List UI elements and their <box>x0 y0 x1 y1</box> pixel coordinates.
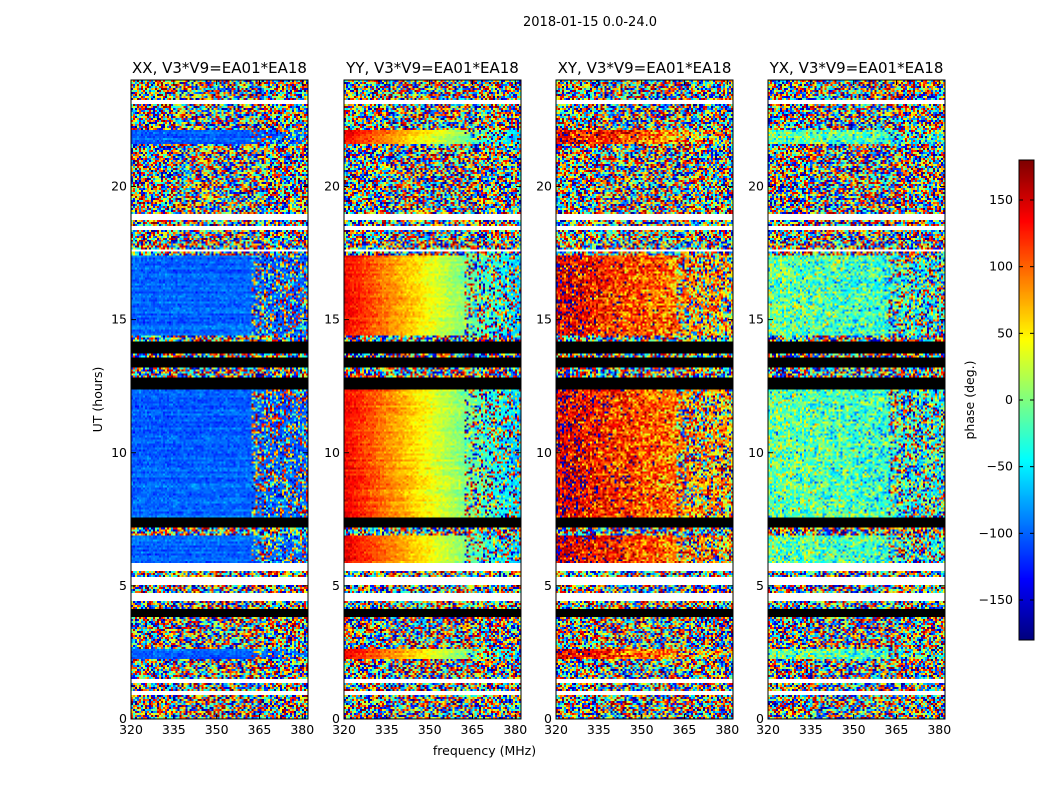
y-tick-label: 10 <box>324 445 340 460</box>
x-tick-label: 350 <box>842 722 866 737</box>
heatmap-image <box>768 80 945 719</box>
panel-1: XX, V3*V9=EA01*EA18 320 335 350 365 380 0 5 10 15… <box>90 59 314 737</box>
y-tick-label: 20 <box>536 179 552 194</box>
heatmap-image <box>131 80 308 719</box>
y-tick-label: 20 <box>748 179 764 194</box>
x-tick-label: 365 <box>673 722 697 737</box>
y-tick-label: 15 <box>748 312 764 327</box>
colorbar-tick-label: 150 <box>989 192 1013 207</box>
y-tick-label: 0 <box>756 711 764 726</box>
heatmap-image <box>556 80 733 719</box>
y-tick-label: 20 <box>324 179 340 194</box>
y-tick-label: 15 <box>536 312 552 327</box>
x-tick-label: 335 <box>375 722 399 737</box>
y-tick-label: 10 <box>111 445 127 460</box>
panel-title: XY, V3*V9=EA01*EA18 <box>558 59 732 77</box>
panel-4: YX, V3*V9=EA01*EA18 320 335 350 365 380 0 5 10 15… <box>748 59 951 737</box>
y-axis-label: UT (hours) <box>90 367 105 433</box>
x-tick-label: 365 <box>885 722 909 737</box>
x-tick-label: 380 <box>503 722 527 737</box>
colorbar-tick-label: −100 <box>979 525 1013 540</box>
panel-title: YY, V3*V9=EA01*EA18 <box>345 59 519 77</box>
x-tick-label: 350 <box>630 722 654 737</box>
x-tick-label: 365 <box>461 722 485 737</box>
panels: XX, V3*V9=EA01*EA18 320 335 350 365 380 0 5 10 15… <box>90 59 951 758</box>
colorbar-tick-label: 0 <box>1005 392 1013 407</box>
panel-frame <box>767 79 946 720</box>
y-tick-label: 0 <box>544 711 552 726</box>
panel-2: YY, V3*V9=EA01*EA18 320 335 350 365 380 0 5 10 15… <box>324 59 536 758</box>
colorbar-tick-label: −150 <box>979 592 1013 607</box>
y-tick-label: 0 <box>119 711 127 726</box>
x-tick-label: 365 <box>248 722 272 737</box>
panel-title: YX, V3*V9=EA01*EA18 <box>769 59 944 77</box>
panel-frame <box>555 79 734 720</box>
x-tick-label: 320 <box>332 722 356 737</box>
y-tick-label: 5 <box>544 578 552 593</box>
x-tick-label: 320 <box>544 722 568 737</box>
figure-title: 2018-01-15 0.0-24.0 <box>523 15 657 30</box>
x-tick-label: 335 <box>799 722 823 737</box>
panel-title: XX, V3*V9=EA01*EA18 <box>132 59 307 77</box>
colorbar-tick-label: 50 <box>997 325 1013 340</box>
x-tick-label: 320 <box>119 722 143 737</box>
x-tick-label: 320 <box>756 722 780 737</box>
x-tick-label: 380 <box>290 722 314 737</box>
y-tick-label: 15 <box>111 312 127 327</box>
y-tick-label: 15 <box>324 312 340 327</box>
panel-frame <box>343 79 522 720</box>
x-tick-label: 380 <box>715 722 739 737</box>
colorbar-gradient <box>1019 160 1034 640</box>
panel-frame <box>130 79 309 720</box>
x-tick-label: 350 <box>418 722 442 737</box>
y-tick-label: 20 <box>111 179 127 194</box>
heatmap-image <box>344 80 521 719</box>
x-tick-label: 335 <box>162 722 186 737</box>
x-tick-label: 350 <box>205 722 229 737</box>
x-axis-label: frequency (MHz) <box>433 743 536 758</box>
y-tick-label: 10 <box>748 445 764 460</box>
colorbar-label: phase (deg.) <box>962 361 977 440</box>
x-tick-label: 335 <box>587 722 611 737</box>
x-tick-label: 380 <box>927 722 951 737</box>
y-tick-label: 5 <box>756 578 764 593</box>
colorbar: phase (deg.) 150 100 50 0 −50 −100 −150 <box>962 159 1035 641</box>
y-tick-label: 5 <box>119 578 127 593</box>
y-tick-label: 5 <box>332 578 340 593</box>
y-tick-label: 0 <box>332 711 340 726</box>
y-tick-label: 10 <box>536 445 552 460</box>
colorbar-tick-label: 100 <box>989 259 1013 274</box>
panel-3: XY, V3*V9=EA01*EA18 320 335 350 365 380 0 5 10 15… <box>536 59 739 737</box>
colorbar-tick-label: −50 <box>987 459 1013 474</box>
